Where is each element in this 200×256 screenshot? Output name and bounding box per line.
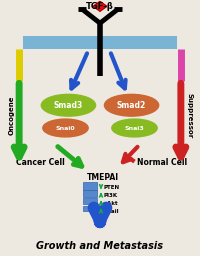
Text: PTEN: PTEN bbox=[104, 185, 120, 190]
Text: Snail: Snail bbox=[104, 209, 120, 214]
Ellipse shape bbox=[104, 94, 159, 116]
Ellipse shape bbox=[41, 94, 96, 116]
Bar bbox=[83, 190, 97, 197]
Text: Snai3: Snai3 bbox=[125, 125, 144, 131]
Text: TGF-β: TGF-β bbox=[86, 2, 114, 11]
Bar bbox=[83, 183, 97, 190]
Text: Cancer Cell: Cancer Cell bbox=[16, 158, 65, 167]
FancyBboxPatch shape bbox=[23, 36, 177, 49]
Bar bbox=[83, 206, 97, 211]
Text: Normal Cell: Normal Cell bbox=[137, 158, 187, 167]
Text: Smad3: Smad3 bbox=[54, 101, 83, 110]
Text: pAkt: pAkt bbox=[104, 201, 119, 206]
Text: Snai0: Snai0 bbox=[56, 125, 75, 131]
Polygon shape bbox=[93, 1, 107, 11]
Text: Oncogene: Oncogene bbox=[8, 95, 14, 135]
Text: Smad2: Smad2 bbox=[117, 101, 146, 110]
Text: TMEPAI: TMEPAI bbox=[87, 173, 119, 182]
Ellipse shape bbox=[112, 119, 157, 137]
Ellipse shape bbox=[43, 119, 88, 137]
Text: PI3K: PI3K bbox=[104, 193, 118, 198]
Bar bbox=[83, 198, 97, 204]
Text: Growth and Metastasis: Growth and Metastasis bbox=[36, 241, 164, 251]
Text: Suppressor: Suppressor bbox=[187, 92, 193, 138]
